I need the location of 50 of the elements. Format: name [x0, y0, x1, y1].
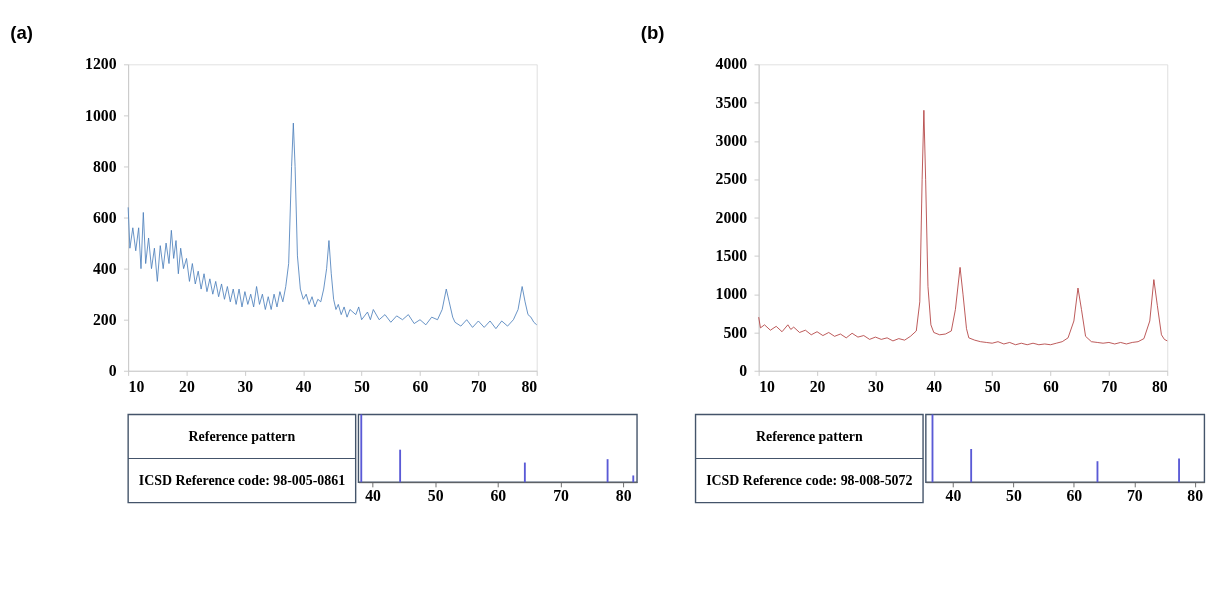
y-tick-label: 500 [723, 323, 748, 341]
y-tick-label: 3000 [715, 132, 748, 150]
chart-title: (a) [10, 22, 33, 44]
x-tick-label: 80 [521, 377, 538, 395]
x-tick-label: 40 [945, 487, 962, 505]
y-tick-label: 0 [108, 361, 117, 379]
x-tick-label: 50 [984, 377, 1001, 395]
x-tick-label: 60 [1043, 377, 1060, 395]
x-tick-label: 70 [553, 487, 570, 505]
y-tick-label: 1500 [715, 246, 748, 264]
text: ICSD Reference code: 98-005-0861 [138, 473, 346, 489]
x-tick-label: 50 [354, 377, 371, 395]
x-tick-label: 40 [295, 377, 312, 395]
x-tick-label: 10 [128, 377, 145, 395]
chart-title: (b) [640, 22, 665, 44]
y-tick-label: 0 [739, 361, 748, 379]
x-tick-label: 60 [412, 377, 429, 395]
x-tick-label: 20 [179, 377, 195, 395]
x-tick-label: 70 [1101, 377, 1118, 395]
x-tick-label: 50 [1006, 487, 1022, 505]
y-tick-label: 2500 [715, 170, 748, 188]
y-tick-label: 800 [92, 157, 117, 175]
x-tick-label: 60 [1066, 487, 1083, 505]
y-tick-label: 200 [92, 310, 117, 328]
y-tick-label: 4000 [715, 55, 748, 73]
text: Reference pattern [188, 429, 296, 445]
x-tick-label: 80 [1151, 377, 1168, 395]
x-tick-label: 70 [1126, 487, 1143, 505]
y-tick-label: 2000 [715, 208, 748, 226]
x-tick-label: 70 [470, 377, 487, 395]
text: Reference pattern [755, 429, 863, 445]
x-tick-label: 40 [926, 377, 943, 395]
y-tick-label: 1000 [85, 106, 117, 124]
x-tick-label: 30 [237, 377, 254, 395]
x-tick-label: 80 [615, 487, 632, 505]
x-tick-label: 10 [759, 377, 776, 395]
y-tick-label: 1200 [85, 55, 117, 73]
x-tick-label: 60 [490, 487, 507, 505]
y-tick-label: 400 [92, 259, 117, 277]
x-tick-label: 20 [809, 377, 826, 395]
x-tick-label: 40 [365, 487, 382, 505]
line-series [127, 122, 538, 330]
y-tick-label: 1000 [715, 285, 748, 303]
x-tick-label: 30 [868, 377, 884, 395]
y-tick-label: 600 [92, 208, 117, 226]
x-tick-label: 50 [427, 487, 444, 505]
line-series [758, 109, 1168, 346]
x-tick-label: 80 [1187, 487, 1204, 505]
text: ICSD Reference code: 98-008-5072 [706, 473, 913, 489]
y-tick-label: 3500 [715, 93, 748, 111]
